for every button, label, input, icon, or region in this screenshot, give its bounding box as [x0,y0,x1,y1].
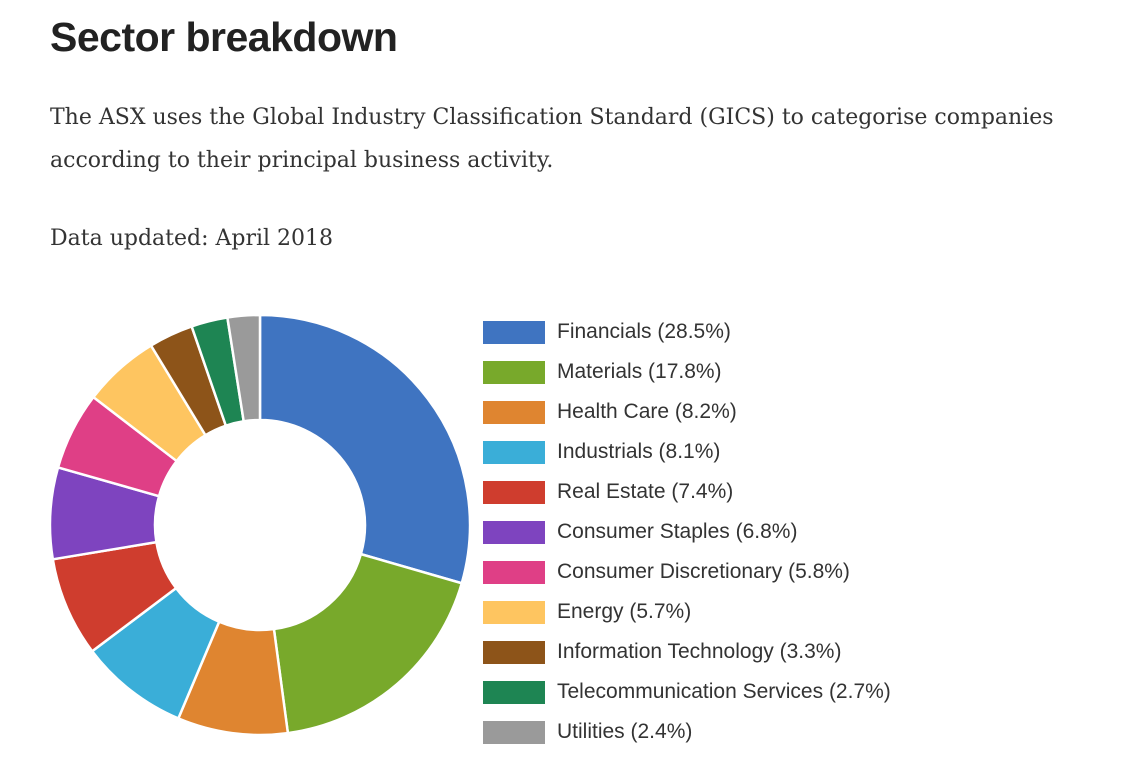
legend-label: Real Estate (7.4%) [557,480,734,503]
legend-label: Consumer Staples (6.8%) [557,520,798,543]
legend-label: Telecommunication Services (2.7%) [557,680,891,703]
legend-item: Utilities (2.4%) [483,712,891,752]
legend-swatch [483,600,545,624]
legend-item: Consumer Discretionary (5.8%) [483,552,891,592]
donut-slice-materials [272,552,464,735]
legend-item: Information Technology (3.3%) [483,632,891,672]
legend-swatch [483,520,545,544]
donut-slice-utilities [226,313,262,423]
legend-swatch [483,680,545,704]
legend-label: Consumer Discretionary (5.8%) [557,560,850,583]
page-title: Sector breakdown [50,14,398,60]
data-updated-note: Data updated: April 2018 [50,226,334,251]
legend-label: Energy (5.7%) [557,600,692,623]
legend-item: Materials (17.8%) [483,352,891,392]
legend-item: Energy (5.7%) [483,592,891,632]
legend-label: Financials (28.5%) [557,320,731,343]
legend-item: Telecommunication Services (2.7%) [483,672,891,712]
chart-legend: Financials (28.5%) Materials (17.8%) Healt… [483,312,891,752]
legend-label: Information Technology (3.3%) [557,640,842,663]
legend-label: Utilities (2.4%) [557,720,693,743]
legend-item: Industrials (8.1%) [483,432,891,472]
legend-swatch [483,480,545,504]
legend-item: Financials (28.5%) [483,312,891,352]
legend-swatch [483,720,545,744]
legend-swatch [483,640,545,664]
legend-swatch [483,360,545,384]
legend-label: Industrials (8.1%) [557,440,721,463]
legend-item: Real Estate (7.4%) [483,472,891,512]
legend-swatch [483,560,545,584]
legend-item: Consumer Staples (6.8%) [483,512,891,552]
legend-swatch [483,440,545,464]
intro-paragraph: The ASX uses the Global Industry Classif… [50,105,1054,173]
legend-item: Health Care (8.2%) [483,392,891,432]
donut-slice-financials [258,313,472,585]
legend-swatch [483,400,545,424]
legend-swatch [483,320,545,344]
legend-label: Materials (17.8%) [557,360,722,383]
sector-donut-chart [48,313,472,737]
legend-label: Health Care (8.2%) [557,400,737,423]
